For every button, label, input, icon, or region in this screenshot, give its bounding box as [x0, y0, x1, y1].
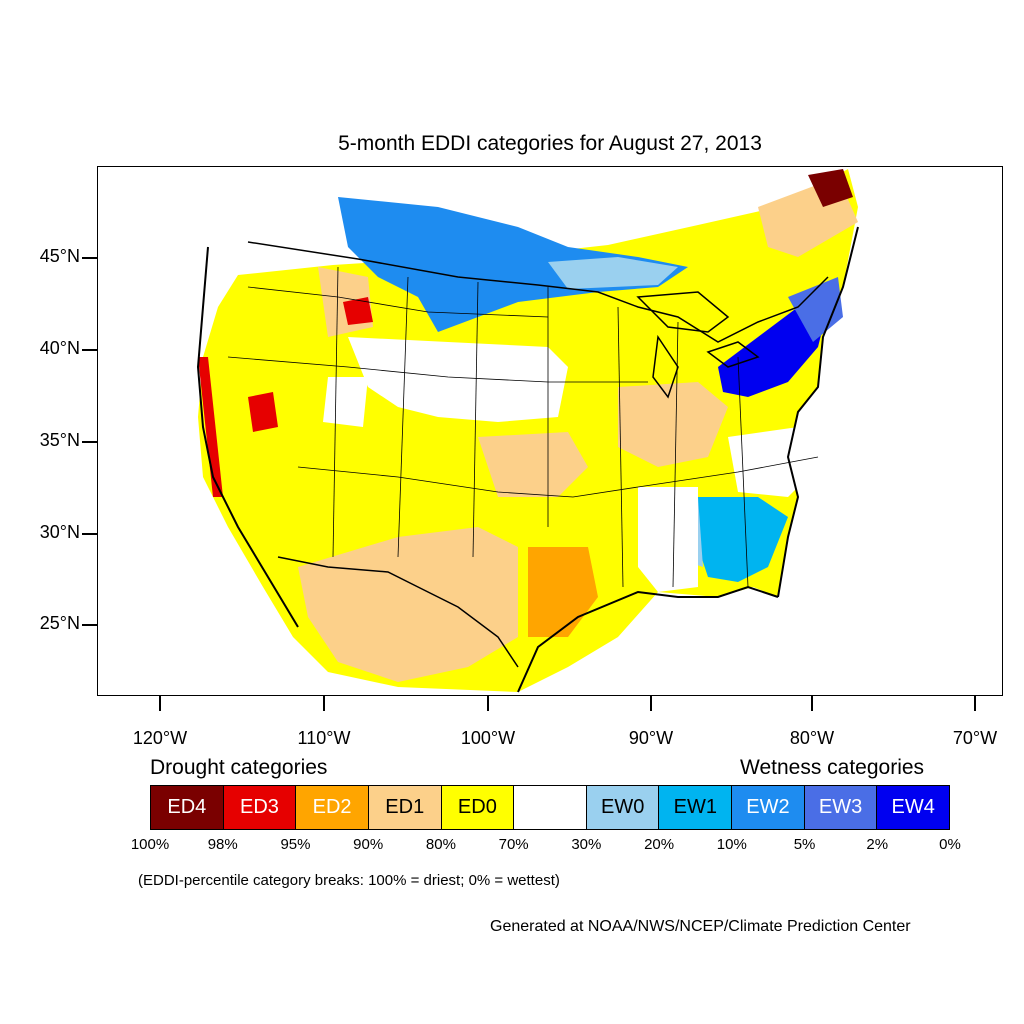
drought-southwest [298, 527, 518, 682]
lat-label-35: 35°N [39, 430, 80, 450]
legend-box-normal [514, 786, 587, 829]
lon-label-120: 120°W [132, 728, 188, 748]
legend-box-ed3: ED3 [223, 786, 297, 829]
percentile-label: 90% [353, 836, 384, 853]
legend-box-ed1: ED1 [368, 786, 442, 829]
legend-box-ed2: ED2 [296, 786, 369, 829]
percentile-label: 80% [425, 836, 456, 853]
us-canada-border [247, 241, 829, 343]
legend-box-ew3: EW3 [804, 786, 878, 829]
drought-texas [528, 547, 598, 637]
lon-tick [650, 696, 652, 711]
lon-tick [974, 696, 976, 711]
lon-label-70: 70°W [952, 728, 998, 748]
percentile-label: 70% [498, 836, 529, 853]
legend-box-ew1: EW1 [659, 786, 733, 829]
normal-south [638, 487, 698, 592]
lat-tick [82, 257, 97, 259]
normal-east [728, 427, 818, 497]
map-canvas [196, 169, 859, 693]
wet-canada-light [548, 257, 678, 289]
legend-box-ed4: ED4 [151, 786, 224, 829]
percentile-label: 5% [793, 836, 816, 853]
wet-canada [338, 197, 688, 332]
legend-box-ew4: EW4 [877, 786, 950, 829]
credit-line: Generated at NOAA/NWS/NCEP/Climate Predi… [490, 918, 911, 935]
eddi-map [97, 166, 1003, 696]
legend-box-ew2: EW2 [732, 786, 805, 829]
state-lines [227, 266, 819, 588]
percentile-label: 30% [571, 836, 602, 853]
percentile-label: 100% [130, 836, 170, 853]
lon-tick [323, 696, 325, 711]
lat-label-45: 45°N [39, 246, 80, 266]
category-note: (EDDI-percentile category breaks: 100% =… [138, 872, 560, 889]
ed3-coast [198, 357, 223, 497]
lat-tick [82, 441, 97, 443]
category-legend: ED4 ED3 ED2 ED1 ED0 EW0 EW1 EW2 EW3 EW4 [150, 785, 950, 830]
normal-plains [348, 337, 568, 422]
lon-label-110: 110°W [297, 728, 351, 748]
legend-box-ew0: EW0 [586, 786, 660, 829]
lat-tick [82, 624, 97, 626]
ed3-montana [343, 297, 373, 325]
lon-tick [487, 696, 489, 711]
legend-box-ed0: ED0 [441, 786, 515, 829]
lat-tick [82, 349, 97, 351]
coastline-east [777, 226, 859, 598]
us-mexico-border [277, 556, 519, 668]
ed3-nevada [248, 392, 278, 432]
percentile-label: 98% [207, 836, 238, 853]
lon-tick [159, 696, 161, 711]
lon-label-80: 80°W [789, 728, 835, 748]
ed4-quebec [808, 169, 853, 207]
wet-southeast [698, 497, 788, 582]
normal-west [323, 377, 368, 427]
drought-categories-heading: Drought categories [150, 756, 328, 779]
lat-label-30: 30°N [39, 522, 80, 542]
percentile-label: 0% [939, 836, 961, 853]
percentile-label: 2% [866, 836, 889, 853]
lat-tick [82, 533, 97, 535]
lat-label-40: 40°N [39, 338, 80, 358]
percentile-label: 20% [644, 836, 675, 853]
wetness-categories-heading: Wetness categories [740, 756, 925, 779]
drought-central [478, 432, 588, 497]
lat-label-25: 25°N [39, 613, 80, 633]
wet-northeast-light [788, 277, 843, 342]
percentile-label: 95% [280, 836, 311, 853]
map-title: 5-month EDDI categories for August 27, 2… [338, 132, 762, 155]
great-lakes [636, 291, 760, 399]
drought-midwest [618, 382, 728, 467]
coastline-west [196, 246, 299, 628]
lon-tick [811, 696, 813, 711]
lon-label-90: 90°W [628, 728, 674, 748]
percentile-label: 10% [716, 836, 747, 853]
lon-label-100: 100°W [460, 728, 516, 748]
coastline-gulf [517, 585, 779, 693]
